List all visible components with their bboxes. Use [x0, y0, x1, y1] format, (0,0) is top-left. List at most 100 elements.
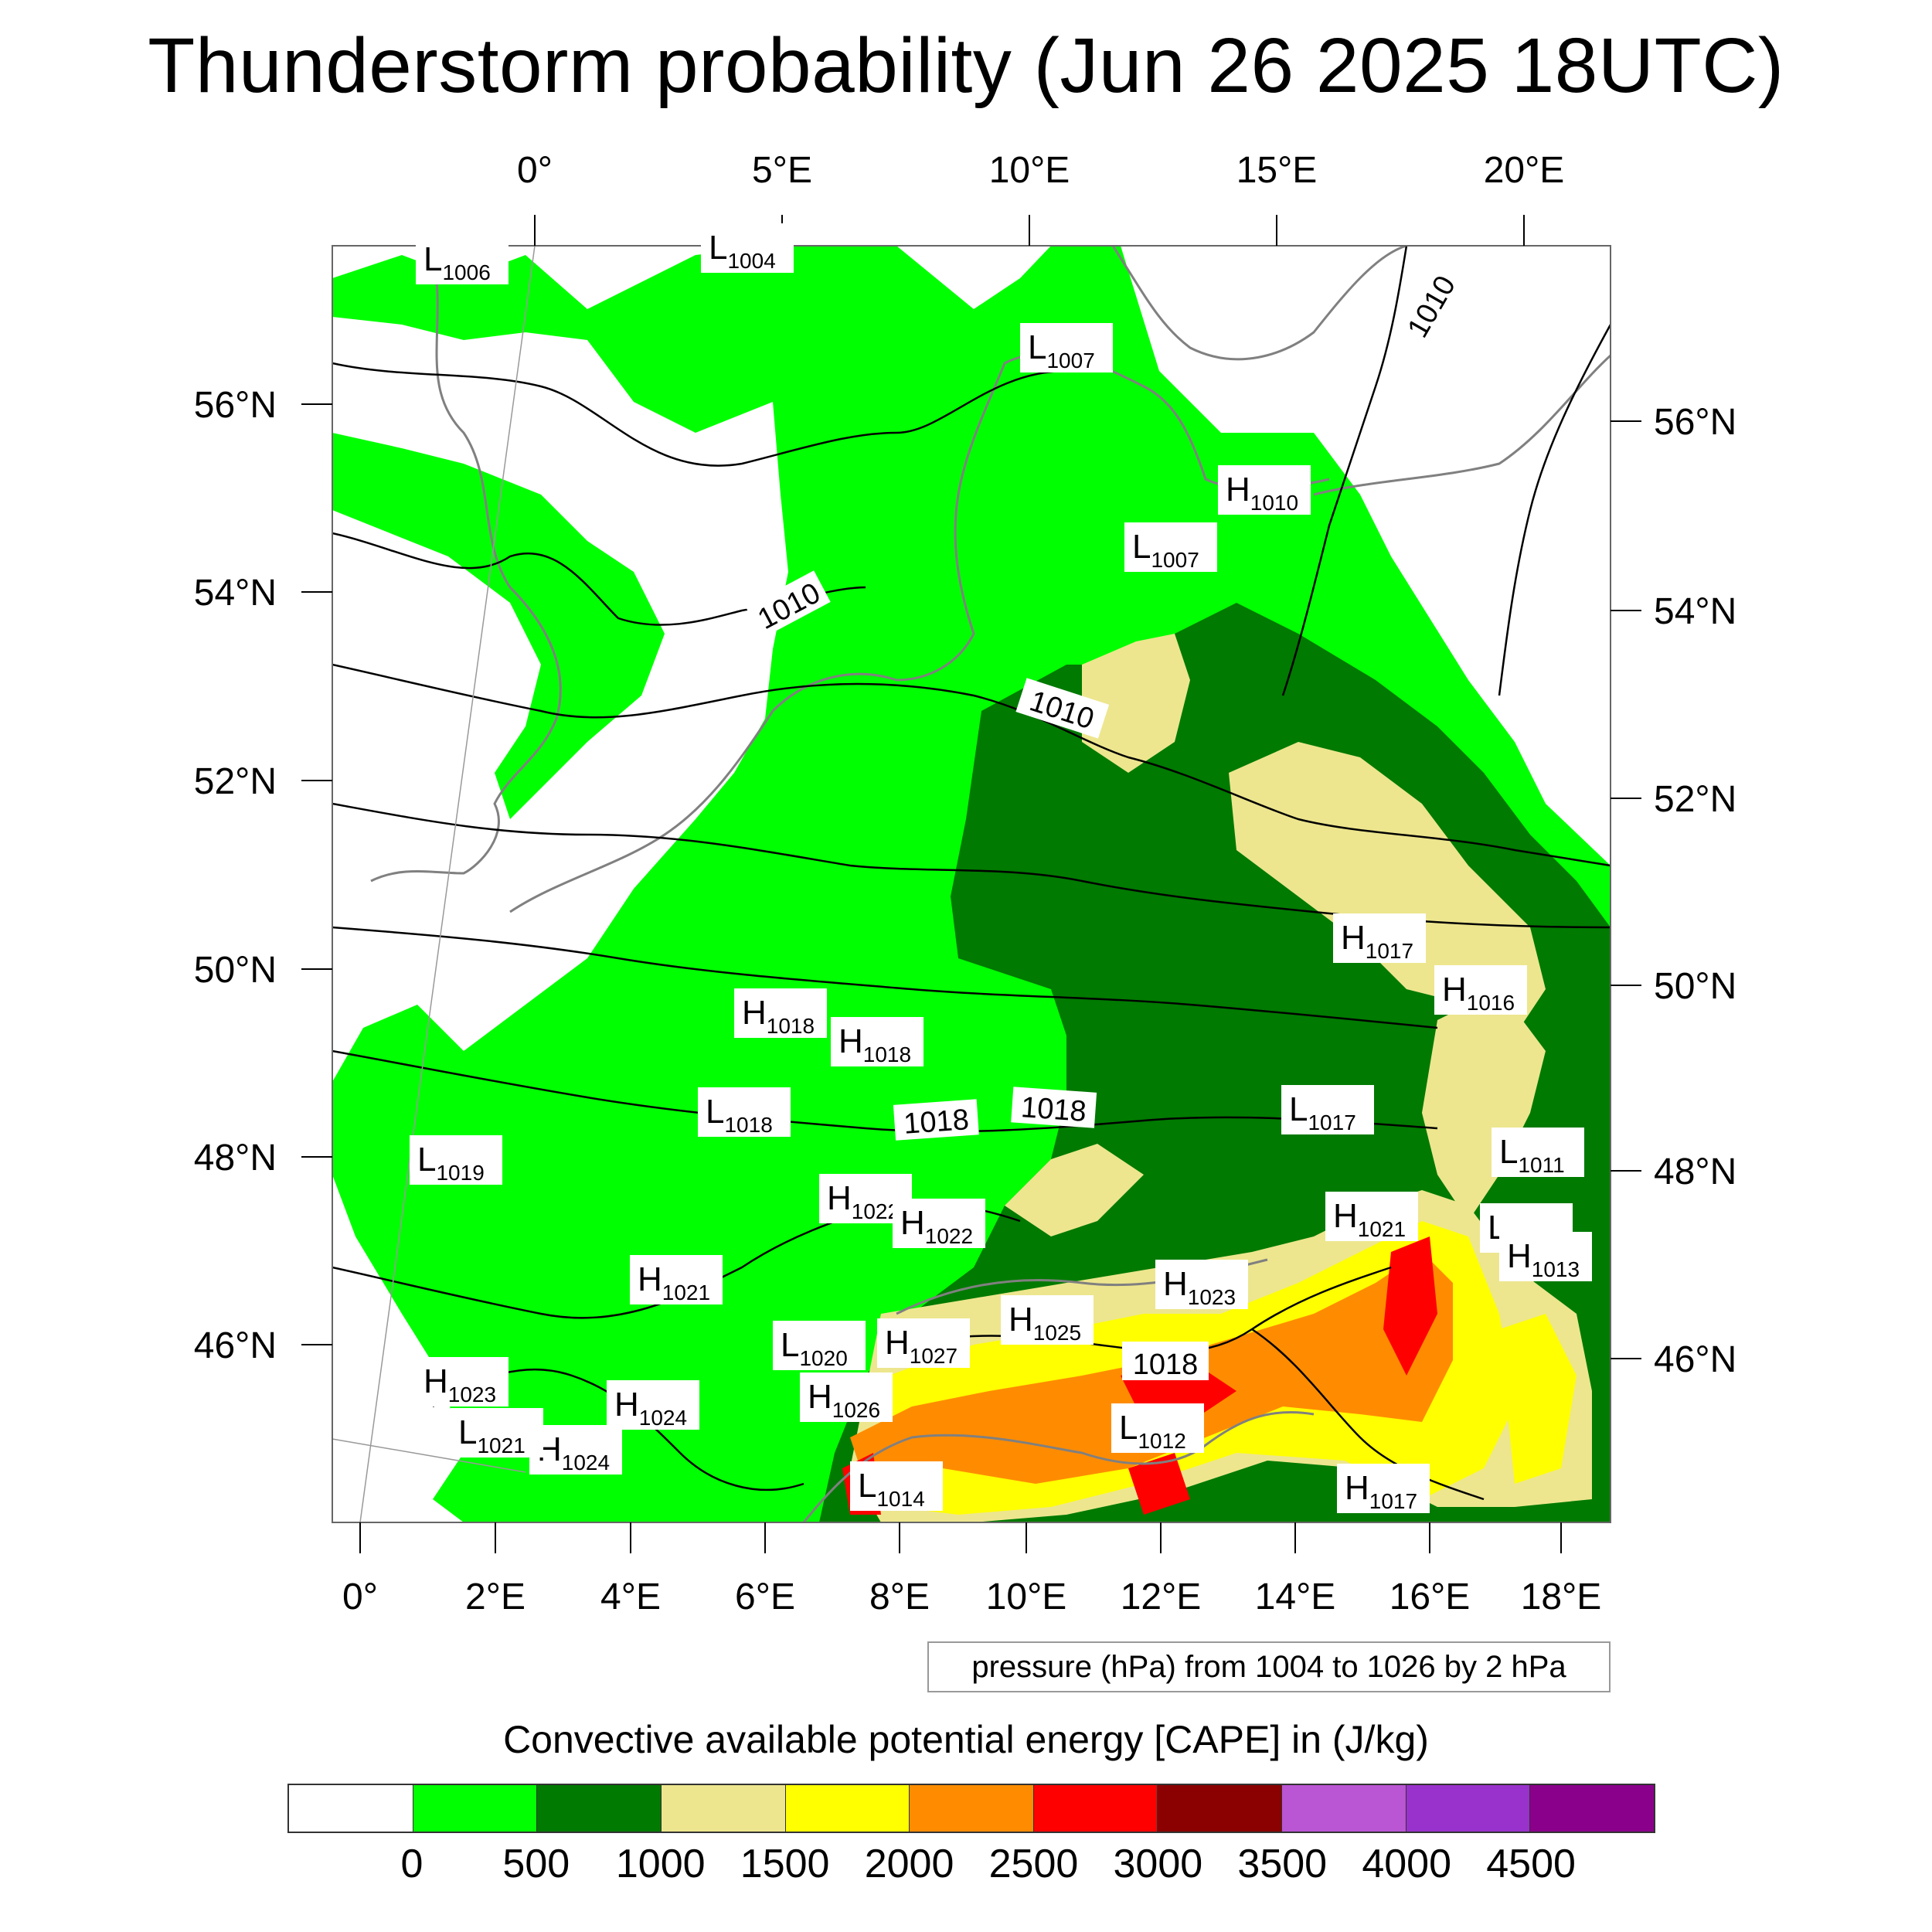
pressure-center-box — [1333, 913, 1426, 963]
pressure-center-box — [1499, 1232, 1592, 1281]
right-tick-label: 54°N — [1654, 591, 1736, 632]
bottom-tick-label: 4°E — [600, 1577, 661, 1617]
pressure-center-box — [1218, 465, 1311, 515]
pressure-center-box — [410, 1135, 502, 1185]
pressure-center-box — [630, 1255, 723, 1304]
pressure-center-box — [800, 1372, 893, 1422]
colorbar-swatch — [289, 1785, 413, 1832]
pressure-center-box — [1434, 965, 1527, 1015]
isobar-line — [332, 663, 1611, 867]
high-pressure-center: H1018 — [742, 994, 815, 1038]
high-pressure-center: H1023 — [1163, 1265, 1236, 1309]
pressure-centers: L1006 L1004 L1007 H1010 L1007 H1017 H1016 H1018… — [410, 223, 1592, 1513]
pressure-center-box — [1124, 522, 1217, 572]
coastlines — [370, 246, 1611, 1522]
pressure-center-box — [451, 1408, 543, 1458]
high-pressure-center: H1018 — [838, 1022, 911, 1066]
low-pressure-center: L1018 — [706, 1093, 773, 1137]
high-pressure-center: H1013 — [1507, 1237, 1580, 1281]
map-border — [332, 245, 1611, 1523]
isobar-line — [332, 362, 1067, 467]
coast-scandinavia — [1111, 246, 1407, 361]
colorbar-label: 2000 — [864, 1842, 954, 1886]
high-pressure-center: H1025 — [1009, 1301, 1081, 1345]
high-pressure-center: H1021 — [638, 1260, 710, 1304]
bottom-tick-label: 18°E — [1521, 1577, 1602, 1617]
pressure-center-box — [1325, 1192, 1418, 1241]
pressure-center-box — [698, 1087, 791, 1137]
left-tick-label: 52°N — [194, 761, 277, 802]
cape-region-1500-2000-east — [1499, 1314, 1577, 1484]
low-pressure-center: L1012 — [1119, 1409, 1186, 1453]
high-pressure-center: H1022 — [900, 1204, 973, 1248]
coast-britain — [370, 254, 562, 883]
bottom-tick-labels: 0° 2°E 4°E 6°E 8°E 10°E 12°E 14°E 16°E 1… — [342, 1577, 1601, 1617]
colorbar-label: 4500 — [1486, 1842, 1576, 1886]
high-pressure-center: H1024 — [614, 1386, 687, 1430]
top-tick-label: 5°E — [752, 150, 812, 191]
low-pressure-center: L1004 — [709, 229, 776, 273]
left-tick-label: 46°N — [194, 1325, 277, 1366]
high-pressure-center: H1010 — [1226, 471, 1298, 515]
high-pressure-center: H1027 — [885, 1324, 957, 1368]
high-pressure-center: H1022 — [827, 1179, 900, 1223]
colorbar-swatch — [1033, 1785, 1158, 1832]
pressure-center-box — [877, 1318, 970, 1368]
right-tick-labels: 56°N 54°N 52°N 50°N 48°N 46°N — [1654, 402, 1736, 1380]
isobar-labels: 1010 1010 1010 1018 1018 1018 — [745, 263, 1465, 1381]
right-tick-label: 50°N — [1654, 966, 1736, 1007]
colorbar-label: 1500 — [740, 1842, 830, 1886]
isobar-line — [332, 926, 1438, 1029]
isobar-label: 1018 — [1020, 1091, 1087, 1128]
bottom-tick-label: 16°E — [1389, 1577, 1471, 1617]
top-tick-label: 0° — [517, 150, 553, 191]
low-pressure-center: L1007 — [1132, 528, 1199, 572]
pressure-center-box — [529, 1425, 622, 1475]
pressure-center-box — [893, 1199, 985, 1248]
low-pressure-center: L1007 — [1028, 328, 1095, 372]
pressure-info-box: pressure (hPa) from 1004 to 1026 by 2 hP… — [927, 1641, 1611, 1692]
pressure-center-box — [1337, 1464, 1430, 1513]
pressure-center-box — [1001, 1295, 1094, 1345]
colorbar-swatch — [1158, 1785, 1283, 1832]
colorbar-label: 2500 — [988, 1842, 1079, 1886]
top-tick-label: 15°E — [1236, 150, 1318, 191]
colorbar-swatch — [1282, 1785, 1406, 1832]
isobar-line — [1251, 1328, 1485, 1501]
bottom-tick-label: 14°E — [1255, 1577, 1336, 1617]
colorbar-swatch — [910, 1785, 1034, 1832]
high-pressure-center: H1021 — [1333, 1197, 1406, 1241]
colorbar-swatch — [1530, 1785, 1655, 1832]
pressure-center-box — [1020, 323, 1113, 372]
pressure-center-box — [1111, 1403, 1204, 1453]
right-tick-label: 52°N — [1654, 779, 1736, 820]
colorbar-label: 3000 — [1113, 1842, 1203, 1886]
left-tick-label: 48°N — [194, 1138, 277, 1179]
isobar-line — [1281, 246, 1408, 696]
pressure-center-box — [607, 1380, 699, 1430]
high-pressure-center: H1017 — [1341, 919, 1413, 963]
colorbar — [287, 1784, 1655, 1833]
left-tick-labels: 56°N 54°N 52°N 50°N 48°N 46°N — [194, 385, 277, 1366]
left-tick-label: 56°N — [194, 385, 277, 426]
chart-title: Thunderstorm probability (Jun 26 2025 18… — [148, 22, 1784, 109]
colorbar-swatch — [1406, 1785, 1531, 1832]
colorbar-swatch — [537, 1785, 662, 1832]
colorbar-label: 4000 — [1362, 1842, 1452, 1886]
cape-region-1000-1500 — [1082, 634, 1190, 773]
colorbar-label: 0 — [400, 1842, 423, 1886]
cape-region-0-500-north — [796, 255, 927, 587]
isobar-label: 1018 — [903, 1104, 970, 1141]
bottom-tick-label: 12°E — [1121, 1577, 1202, 1617]
cape-region-1000-1500-se — [1422, 989, 1546, 1221]
left-tick-label: 50°N — [194, 950, 277, 991]
top-tick-label: 10°E — [989, 150, 1070, 191]
pressure-center-box — [416, 235, 509, 284]
isobar-line — [1498, 324, 1611, 696]
pressure-center-box — [773, 1321, 866, 1370]
pressure-center-box — [1492, 1128, 1584, 1177]
isobar-label: 1018 — [1133, 1349, 1199, 1381]
pressure-center-box — [1281, 1085, 1374, 1134]
coast-baltic — [1313, 354, 1611, 496]
